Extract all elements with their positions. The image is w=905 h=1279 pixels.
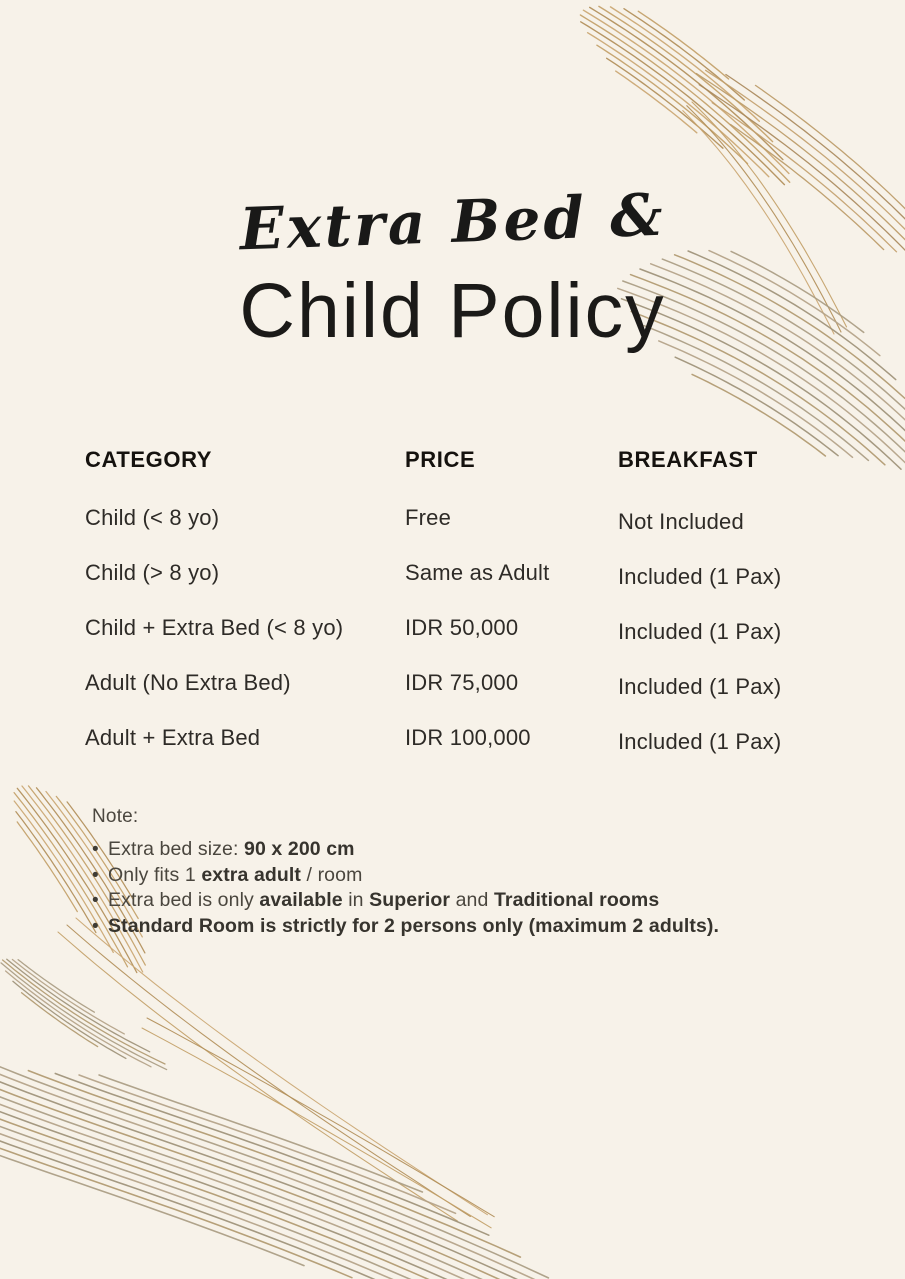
note-item: • Extra bed is only available in Superio… xyxy=(92,888,862,914)
bullet-icon: • xyxy=(92,839,99,860)
column-header-category: CATEGORY xyxy=(85,447,213,472)
price-cell: IDR 100,000 xyxy=(405,725,531,750)
title-block: Extra Bed & Child Policy xyxy=(0,181,905,354)
category-cell: Child + Extra Bed (< 8 yo) xyxy=(85,615,344,640)
table-row: Child (< 8 yo) Free Not Included xyxy=(85,505,845,560)
title-script-line: Extra Bed & xyxy=(238,180,667,264)
note-text: Standard Room is strictly for 2 persons … xyxy=(108,914,720,937)
breakfast-cell: Included (1 Pax) xyxy=(618,729,782,754)
note-text: Extra bed is only available in Superior … xyxy=(108,889,660,912)
price-cell: Same as Adult xyxy=(405,560,550,585)
table-row: Child (> 8 yo) Same as Adult Included (1… xyxy=(85,560,845,615)
notes-list: • Extra bed size: 90 x 200 cm • Only fit… xyxy=(92,837,862,939)
note-text: Extra bed size: 90 x 200 cm xyxy=(108,838,355,860)
price-cell: Free xyxy=(405,505,452,530)
note-item: • Standard Room is strictly for 2 person… xyxy=(92,914,862,940)
table-row: Adult (No Extra Bed) IDR 75,000 Included… xyxy=(85,670,845,725)
note-text: Only fits 1 extra adult / room xyxy=(108,863,363,886)
bullet-icon: • xyxy=(92,915,99,937)
category-cell: Adult (No Extra Bed) xyxy=(85,670,291,695)
price-cell: IDR 75,000 xyxy=(405,670,519,695)
breakfast-cell: Not Included xyxy=(618,509,744,534)
notes-section: Note: • Extra bed size: 90 x 200 cm • On… xyxy=(92,806,862,939)
price-cell: IDR 50,000 xyxy=(405,615,519,640)
column-header-breakfast: BREAKFAST xyxy=(618,447,758,472)
breakfast-cell: Included (1 Pax) xyxy=(618,674,782,699)
notes-label: Note: xyxy=(92,806,139,827)
page-title: Child Policy xyxy=(239,267,666,354)
category-cell: Child (< 8 yo) xyxy=(85,505,220,530)
note-item: • Extra bed size: 90 x 200 cm xyxy=(92,837,862,863)
column-header-price: PRICE xyxy=(405,447,476,472)
breakfast-cell: Included (1 Pax) xyxy=(618,564,782,589)
note-item: • Only fits 1 extra adult / room xyxy=(92,863,862,889)
table-row: Child + Extra Bed (< 8 yo) IDR 50,000 In… xyxy=(85,615,845,670)
bullet-icon: • xyxy=(92,890,99,912)
category-cell: Adult + Extra Bed xyxy=(85,725,261,750)
bullet-icon: • xyxy=(92,864,99,886)
table-row: Adult + Extra Bed IDR 100,000 Included (… xyxy=(85,725,845,780)
table-header-row: CATEGORY PRICE BREAKFAST xyxy=(85,447,845,505)
breakfast-cell: Included (1 Pax) xyxy=(618,619,782,644)
category-cell: Child (> 8 yo) xyxy=(85,560,220,585)
pricing-table: CATEGORY PRICE BREAKFAST Child (< 8 yo) … xyxy=(85,447,845,780)
